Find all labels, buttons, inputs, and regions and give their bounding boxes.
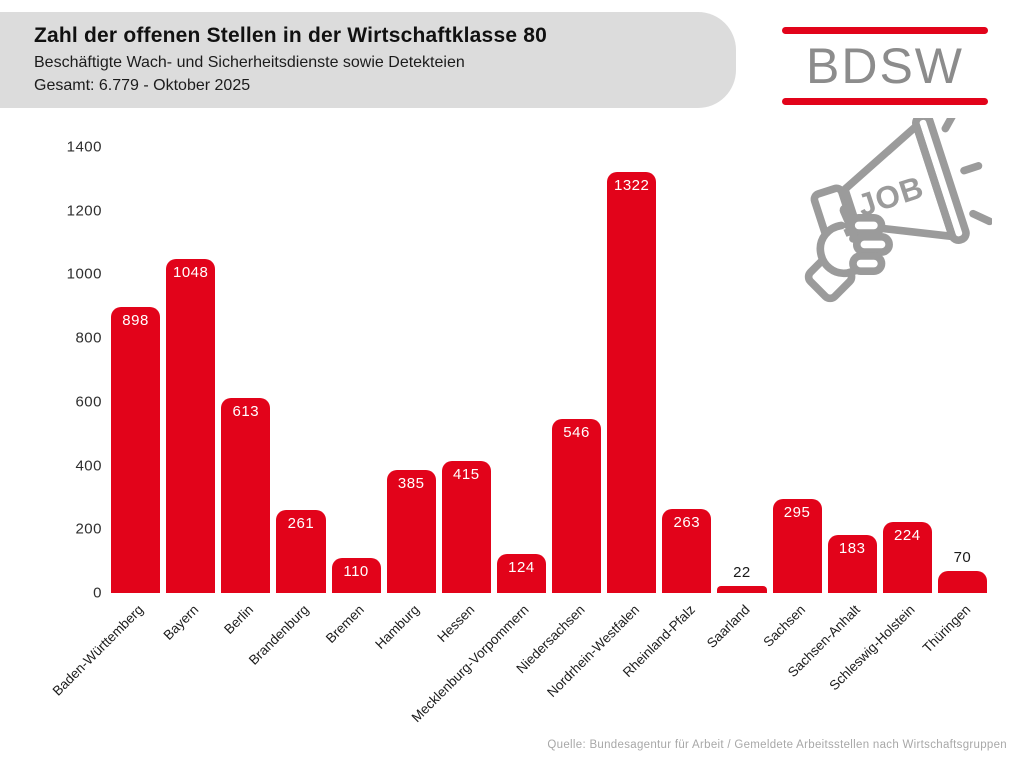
logo-bottom-rule	[782, 98, 988, 105]
page-title: Zahl der offenen Stellen in der Wirtscha…	[34, 24, 547, 47]
bar-group: 1322 Nordrhein-Westfalen	[544, 147, 657, 700]
bar-group: 224 Schleswig-Holstein	[827, 147, 932, 693]
x-axis-category-label: Baden-Württemberg	[49, 602, 147, 699]
y-axis-tick-label: 200	[75, 520, 102, 538]
x-axis-category-label: Bayern	[160, 602, 202, 643]
y-axis-tick-label: 600	[75, 393, 102, 411]
page-subtitle: Beschäftigte Wach- und Sicherheitsdienst…	[34, 54, 465, 71]
bar-value-label: 183	[838, 539, 866, 557]
bar-value-label: 546	[563, 424, 590, 442]
bar-value-label: 1048	[173, 264, 209, 282]
y-axis-tick-label: 400	[75, 457, 102, 475]
bar	[166, 259, 216, 593]
y-axis-tick-label: 1000	[66, 265, 102, 283]
x-axis-category-label: Saarland	[703, 602, 753, 651]
x-axis-category-label: Nordrhein-Westfalen	[544, 602, 643, 700]
job-megaphone-icon: JOB	[804, 118, 992, 303]
bar-group: 295 Sachsen	[760, 147, 822, 650]
bar	[937, 570, 987, 593]
bar-group: 22 Saarland	[704, 147, 767, 651]
bar-value-label: 70	[953, 548, 972, 566]
bar	[221, 397, 271, 593]
bar-value-label: 898	[122, 311, 149, 329]
bar-value-label: 124	[508, 558, 535, 576]
bar-group: 183 Sachsen-Anhalt	[785, 147, 877, 680]
x-axis-category-label: Hamburg	[371, 602, 422, 652]
bar-group: 415 Hessen	[434, 147, 491, 645]
source-note: Quelle: Bundesagentur für Arbeit / Gemel…	[547, 739, 1007, 751]
y-axis: 0 200 400 600 800 1000 1200 1400	[0, 139, 102, 602]
x-axis-category-label: Hessen	[433, 602, 477, 645]
bar-value-label: 295	[783, 504, 811, 522]
bar-group: 124 Mecklenburg-Vorpommern	[409, 147, 546, 725]
bdsw-logo: BDSW	[782, 27, 988, 105]
bar-value-label: 22	[733, 564, 751, 581]
bar-value-label: 224	[894, 526, 921, 544]
bar	[276, 509, 326, 593]
bar	[717, 586, 767, 593]
bar-group: 613 Berlin	[221, 147, 271, 637]
bar-value-label: 415	[453, 465, 480, 483]
bar-group: 1048 Bayern	[160, 147, 216, 643]
bar-chart: 898 Baden-Württemberg 1048 Bayern 613 Berlin 2…	[50, 147, 987, 725]
bar	[772, 499, 822, 593]
bar-group: 70 Thüringen	[919, 147, 987, 656]
bar	[662, 509, 712, 593]
bar	[386, 470, 436, 593]
logo-top-rule	[782, 27, 988, 34]
y-axis-tick-label: 0	[93, 584, 102, 602]
bar-group: 385 Hamburg	[372, 147, 436, 652]
bar-group: 263 Rheinland-Pfalz	[619, 147, 712, 680]
y-axis-tick-label: 800	[75, 329, 102, 347]
bar-group: 898 Baden-Württemberg	[50, 147, 161, 699]
x-axis-category-label: Berlin	[221, 602, 257, 638]
bar-group: 546 Niedersachsen	[513, 147, 602, 676]
bar-value-label: 110	[343, 562, 369, 580]
bar	[441, 460, 491, 593]
bar	[552, 419, 602, 593]
bar-value-label: 261	[287, 514, 315, 532]
bar	[111, 306, 161, 593]
logo-text: BDSW	[806, 38, 964, 94]
bar	[882, 521, 932, 593]
bar-group: 110 Bremen	[323, 147, 381, 646]
bar-value-label: 613	[232, 402, 260, 420]
x-axis-category-label: Bremen	[322, 602, 367, 647]
bar-value-label: 263	[673, 514, 701, 532]
y-axis-tick-label: 1200	[66, 202, 102, 220]
bar	[331, 557, 381, 593]
header-banner: Zahl der offenen Stellen in der Wirtscha…	[0, 12, 736, 108]
total-line: Gesamt: 6.779 - Oktober 2025	[34, 77, 251, 94]
bar	[496, 553, 546, 593]
bar-value-label: 385	[397, 475, 425, 493]
bar	[827, 534, 877, 593]
x-axis-category-label: Thüringen	[919, 602, 974, 656]
x-axis-category-label: Sachsen	[759, 602, 808, 650]
bar	[607, 171, 657, 593]
bar-value-label: 1322	[614, 176, 650, 194]
y-axis-tick-label: 1400	[66, 138, 102, 156]
bar-group: 261 Brandenburg	[246, 147, 326, 668]
